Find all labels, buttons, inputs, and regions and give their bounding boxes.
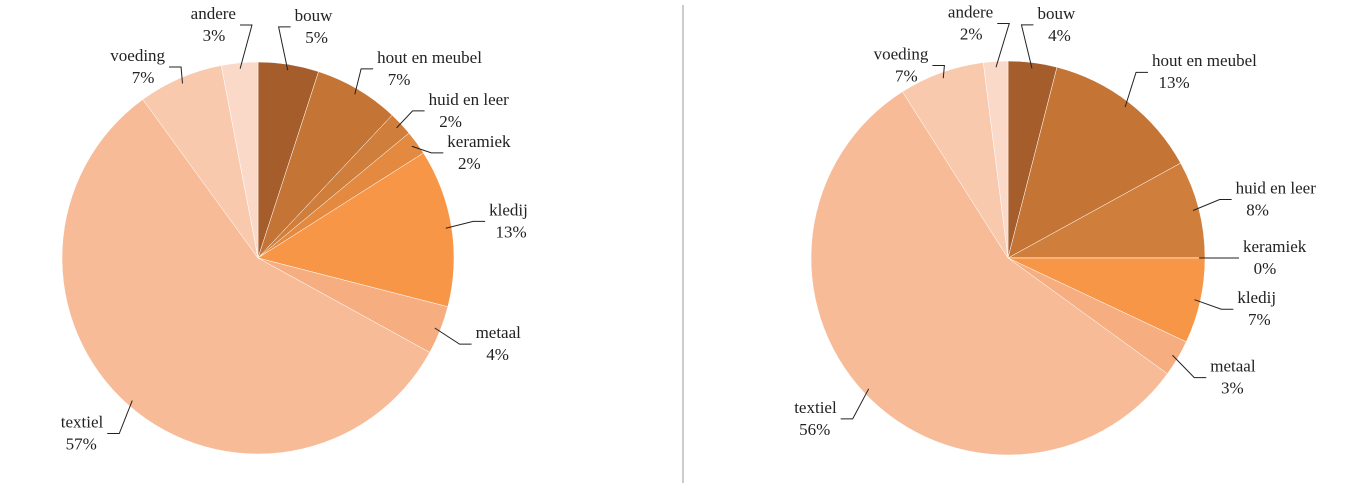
slice-label: voeding [110, 46, 165, 65]
leader-line [932, 64, 945, 79]
slice-value-label: 2% [458, 154, 481, 173]
leader-line [445, 220, 486, 229]
pie-slice [61, 99, 431, 455]
pie-slice [1007, 162, 1206, 259]
slice-value-label: 0% [1254, 259, 1277, 278]
slice-label: bouw [1037, 4, 1076, 23]
slice-label: andere [948, 2, 993, 21]
leader-line [277, 26, 291, 71]
leader-line [1124, 71, 1149, 108]
slice-label: bouw [295, 6, 334, 25]
slice-label: andere [191, 4, 236, 23]
leader-line [1192, 199, 1232, 211]
slice-label: voeding [874, 44, 929, 63]
slice-label: keramiek [447, 132, 511, 151]
slice-label: metaal [1210, 357, 1256, 376]
slice-value-label: 56% [799, 420, 830, 439]
pie-slice [810, 91, 1168, 456]
slice-value-label: 57% [66, 434, 97, 453]
slice-label: metaal [476, 323, 522, 342]
slice-value-label: 4% [1048, 26, 1071, 45]
slice-value-label: 7% [132, 68, 155, 87]
leader-line [434, 327, 472, 345]
slice-value-label: 2% [960, 24, 983, 43]
pie-slice [220, 61, 259, 259]
slice-label: textiel [61, 412, 104, 431]
slice-value-label: 8% [1246, 200, 1269, 219]
pie-slice [1007, 66, 1181, 259]
leader-line [411, 145, 444, 154]
leader-line [396, 110, 425, 129]
leader-line [1172, 354, 1207, 379]
slice-label: textiel [794, 398, 837, 417]
pie-slice [983, 60, 1009, 259]
leader-line [239, 24, 253, 69]
slice-value-label: 7% [1248, 310, 1271, 329]
slice-label: hout en meubel [1152, 51, 1257, 70]
pie-slice [257, 152, 455, 308]
slice-label: huid en leer [1236, 178, 1317, 197]
slice-label: kledij [489, 200, 528, 219]
leader-line [995, 22, 1010, 68]
slice-value-label: 3% [203, 26, 226, 45]
leader-line [354, 68, 374, 95]
slice-label: keramiek [1243, 237, 1307, 256]
slice-value-label: 7% [895, 66, 918, 85]
leader-line [1020, 24, 1034, 69]
slice-value-label: 13% [496, 222, 527, 241]
slice-value-label: 2% [439, 112, 462, 131]
slice-value-label: 3% [1221, 379, 1244, 398]
leader-line [107, 400, 133, 435]
slice-label: hout en meubel [377, 48, 482, 67]
leader-line [169, 66, 183, 84]
slice-value-label: 7% [388, 70, 411, 89]
slice-label: huid en leer [429, 90, 510, 109]
slice-label: kledij [1237, 288, 1276, 307]
slice-value-label: 5% [305, 28, 328, 47]
leader-line [1194, 299, 1234, 310]
leader-line [840, 388, 870, 420]
slice-value-label: 13% [1158, 73, 1189, 92]
slice-value-label: 4% [486, 345, 509, 364]
